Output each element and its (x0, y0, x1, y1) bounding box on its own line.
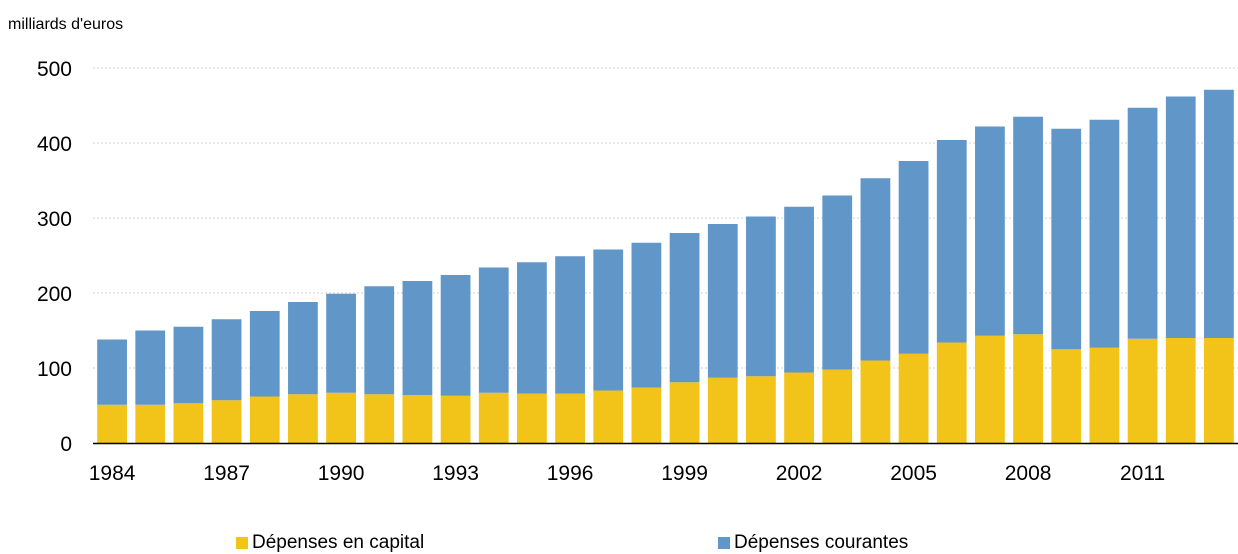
bars (97, 89, 1234, 443)
x-tick-label: 2011 (1120, 462, 1165, 485)
bar-courantes-1991 (364, 286, 395, 395)
bar-capital-2001 (746, 376, 776, 443)
y-tick-label: 400 (37, 133, 72, 156)
bar-courantes-1992 (402, 281, 433, 395)
legend-swatch (236, 537, 248, 549)
x-tick-label: 1996 (547, 462, 594, 485)
bar-courantes-1995 (517, 262, 547, 394)
bar-courantes-2011 (1127, 107, 1158, 339)
bar-courantes-2013 (1204, 89, 1234, 338)
bar-capital-2005 (898, 353, 929, 443)
x-tick-label: 1984 (89, 462, 136, 485)
bar-courantes-2006 (936, 140, 967, 343)
legend-swatch (718, 537, 730, 549)
y-tick-label: 0 (60, 433, 72, 456)
bar-courantes-2001 (746, 216, 776, 377)
bar-capital-2009 (1051, 349, 1082, 443)
bar-capital-1993 (440, 395, 471, 443)
legend-label: Dépenses en capital (252, 532, 425, 553)
bar-courantes-1985 (135, 330, 166, 405)
bar-courantes-1990 (326, 293, 356, 393)
x-tick-label: 2005 (890, 462, 937, 485)
stacked-bar-chart: 0 100 200 300 400 500 1984 1987 1990 1993 1996 199… (37, 58, 1238, 485)
bar-courantes-1998 (631, 242, 662, 388)
bar-capital-1992 (402, 395, 433, 443)
bar-courantes-2008 (1013, 116, 1043, 335)
x-axis-ticks: 1984 1987 1990 1993 1996 1999 2002 2005 2008 2011 (89, 462, 1165, 485)
bar-capital-2000 (707, 377, 738, 443)
bar-courantes-2000 (707, 224, 738, 378)
gridlines (93, 67, 1238, 369)
bar-capital-2004 (860, 360, 891, 443)
bar-capital-2011 (1127, 338, 1158, 443)
y-axis-unit-label: milliards d'euros (8, 16, 124, 33)
bar-courantes-1984 (97, 339, 127, 405)
bar-capital-1984 (97, 404, 127, 443)
bar-courantes-1999 (669, 233, 700, 383)
bar-capital-1998 (631, 387, 662, 443)
y-tick-label: 100 (37, 358, 72, 381)
bar-capital-2010 (1089, 347, 1120, 443)
bar-courantes-1997 (593, 249, 624, 391)
bar-capital-1990 (326, 392, 356, 443)
bar-capital-2012 (1165, 338, 1196, 443)
y-tick-label: 500 (37, 58, 72, 81)
bar-courantes-2002 (784, 206, 814, 373)
bar-courantes-2005 (898, 161, 929, 354)
bar-capital-1996 (555, 393, 585, 443)
bar-capital-2007 (975, 335, 1005, 443)
bar-capital-1989 (288, 394, 318, 443)
bar-capital-2006 (936, 342, 967, 443)
bar-capital-1997 (593, 390, 624, 443)
bar-capital-1988 (249, 396, 280, 443)
bar-capital-2013 (1204, 338, 1234, 443)
y-axis-ticks: 0 100 200 300 400 500 (37, 58, 72, 456)
x-tick-label: 2002 (776, 462, 823, 485)
y-tick-label: 200 (37, 283, 72, 306)
x-tick-label: 2008 (1005, 462, 1052, 485)
x-tick-label: 1990 (318, 462, 365, 485)
x-tick-label: 1993 (432, 462, 479, 485)
legend-label: Dépenses courantes (734, 532, 909, 553)
legend: Dépenses en capital Dépenses courantes (0, 532, 1238, 553)
x-tick-label: 1999 (661, 462, 708, 485)
bar-courantes-2009 (1051, 128, 1082, 350)
bar-courantes-1989 (288, 302, 318, 395)
bar-capital-1986 (173, 403, 204, 443)
bar-courantes-1986 (173, 326, 204, 404)
bar-capital-1985 (135, 404, 166, 443)
bar-capital-1999 (669, 382, 700, 443)
bar-capital-1995 (517, 393, 547, 443)
x-tick-label: 1987 (203, 462, 250, 485)
bar-capital-1987 (211, 400, 242, 443)
bar-courantes-1994 (478, 267, 509, 393)
bar-courantes-1988 (249, 311, 280, 397)
bar-courantes-2007 (975, 126, 1005, 336)
bar-capital-2003 (822, 369, 853, 443)
bar-capital-2002 (784, 372, 814, 443)
bar-capital-1991 (364, 394, 395, 443)
bar-courantes-1987 (211, 319, 242, 401)
bar-capital-1994 (478, 392, 509, 443)
bar-capital-2008 (1013, 334, 1043, 443)
bar-courantes-1993 (440, 275, 471, 396)
bar-courantes-2004 (860, 178, 891, 361)
bar-courantes-2003 (822, 195, 853, 370)
legend-item-courantes: Dépenses courantes (718, 532, 908, 554)
y-tick-label: 300 (37, 208, 72, 231)
bar-courantes-2012 (1165, 96, 1196, 338)
legend-item-capital: Dépenses en capital (236, 532, 424, 554)
bar-courantes-2010 (1089, 119, 1120, 348)
bar-courantes-1996 (555, 256, 585, 394)
